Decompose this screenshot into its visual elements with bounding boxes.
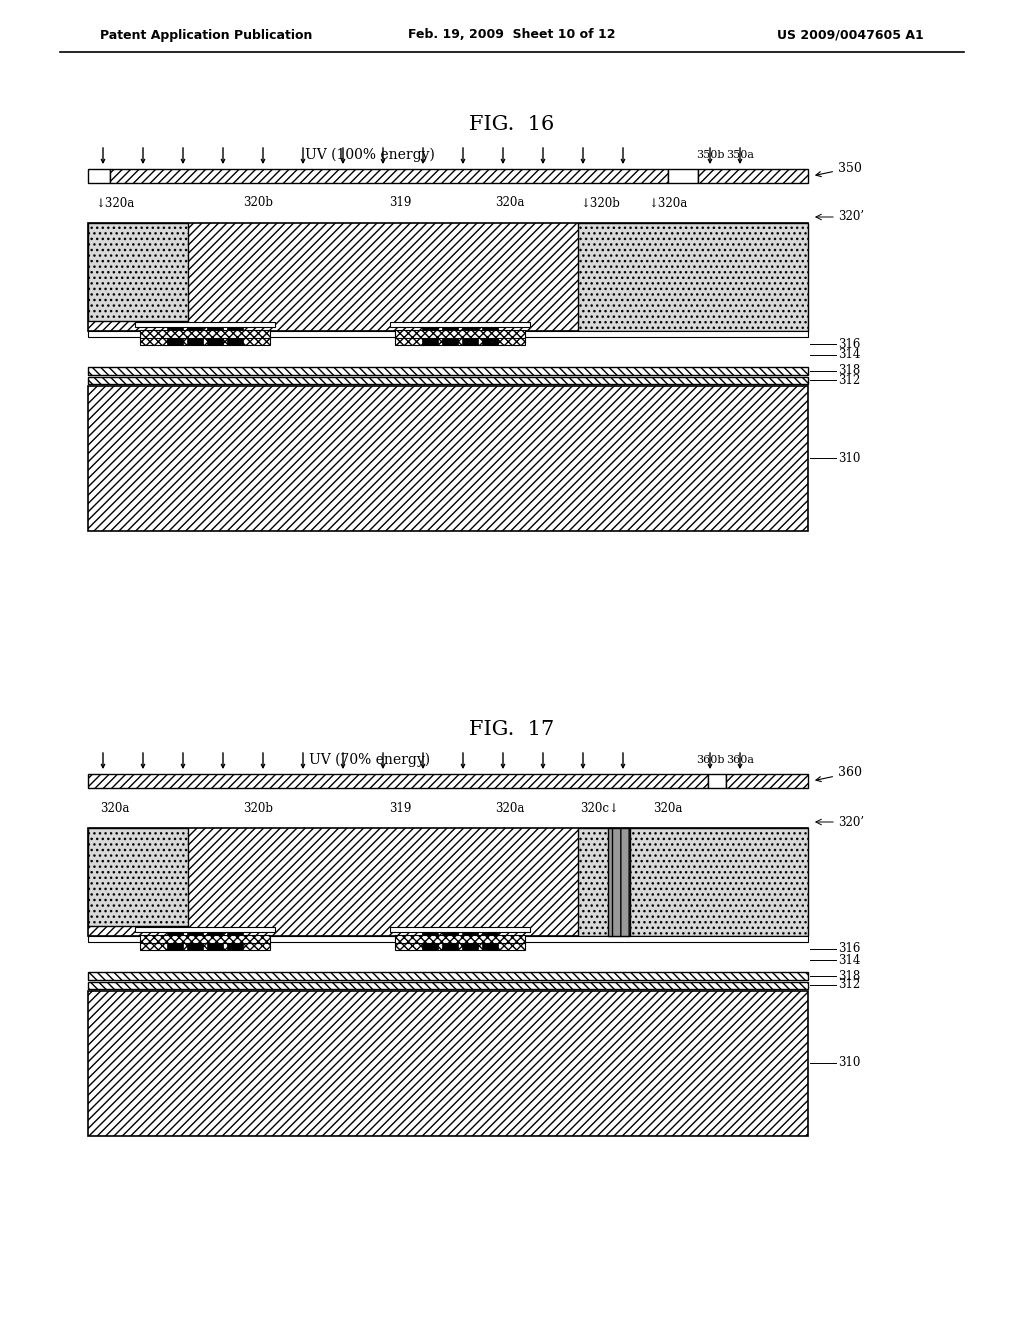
Text: 350b: 350b — [695, 150, 724, 160]
Text: 320’: 320’ — [838, 816, 864, 829]
Bar — [422, 323, 438, 345]
Text: 319: 319 — [389, 197, 412, 210]
Bar — [207, 323, 223, 345]
Bar — [442, 323, 458, 345]
Text: 320a: 320a — [653, 801, 683, 814]
Text: ↓320b: ↓320b — [580, 197, 620, 210]
Text: 350a: 350a — [726, 150, 754, 160]
Bar — [708, 774, 726, 788]
Text: 314: 314 — [838, 348, 860, 362]
Bar — [442, 928, 458, 950]
Bar — [88, 385, 808, 531]
Text: 316: 316 — [838, 942, 860, 956]
Bar — [395, 942, 525, 950]
Bar — [167, 323, 183, 345]
Text: 318: 318 — [838, 969, 860, 982]
Text: US 2009/0047605 A1: US 2009/0047605 A1 — [777, 29, 924, 41]
Bar — [88, 828, 188, 927]
Bar — [88, 972, 808, 979]
Text: UV (70% energy): UV (70% energy) — [309, 752, 430, 767]
Bar — [227, 323, 243, 345]
Text: Patent Application Publication: Patent Application Publication — [100, 29, 312, 41]
Text: 320a: 320a — [496, 197, 524, 210]
Bar — [88, 169, 110, 183]
Text: 360: 360 — [816, 767, 862, 781]
Text: 360b: 360b — [695, 755, 724, 766]
Bar — [88, 828, 808, 936]
Text: 319: 319 — [389, 801, 412, 814]
Text: 310: 310 — [838, 1056, 860, 1069]
Bar — [135, 322, 275, 327]
Bar — [140, 935, 270, 942]
Bar — [207, 928, 223, 950]
Bar — [608, 828, 630, 936]
Text: 320c↓: 320c↓ — [581, 801, 620, 814]
Text: 316: 316 — [838, 338, 860, 351]
Bar — [482, 928, 498, 950]
Text: FIG.  17: FIG. 17 — [469, 719, 555, 739]
Text: UV (100% energy): UV (100% energy) — [305, 148, 435, 162]
Text: 320a: 320a — [100, 801, 130, 814]
Text: 310: 310 — [838, 451, 860, 465]
Bar — [88, 331, 808, 337]
Bar — [698, 169, 808, 183]
Text: 314: 314 — [838, 953, 860, 966]
Bar — [135, 927, 275, 932]
Text: ↓320a: ↓320a — [648, 197, 688, 210]
Bar — [227, 928, 243, 950]
Bar — [395, 935, 525, 942]
Bar — [422, 928, 438, 950]
Bar — [668, 169, 698, 183]
Bar — [88, 223, 808, 331]
Bar — [140, 337, 270, 345]
Bar — [88, 774, 708, 788]
Bar — [88, 367, 808, 375]
Bar — [462, 323, 478, 345]
Bar — [88, 982, 808, 989]
Bar — [390, 927, 530, 932]
Bar — [395, 337, 525, 345]
Text: 320b: 320b — [243, 801, 273, 814]
Text: 320b: 320b — [243, 197, 273, 210]
Bar — [395, 330, 525, 338]
Text: 320’: 320’ — [838, 210, 864, 223]
Text: Feb. 19, 2009  Sheet 10 of 12: Feb. 19, 2009 Sheet 10 of 12 — [409, 29, 615, 41]
Bar — [482, 323, 498, 345]
Bar — [88, 991, 808, 1137]
Bar — [88, 223, 188, 321]
Bar — [110, 169, 668, 183]
Bar — [88, 378, 808, 384]
Bar — [390, 322, 530, 327]
Text: FIG.  16: FIG. 16 — [469, 115, 555, 135]
Bar — [140, 942, 270, 950]
Bar — [88, 936, 808, 942]
Bar — [578, 223, 808, 331]
Bar — [187, 928, 203, 950]
Bar — [167, 928, 183, 950]
Text: 312: 312 — [838, 978, 860, 991]
Text: 320a: 320a — [496, 801, 524, 814]
Text: 360a: 360a — [726, 755, 754, 766]
Bar — [462, 928, 478, 950]
Text: ↓320a: ↓320a — [95, 197, 134, 210]
Bar — [187, 323, 203, 345]
Bar — [140, 330, 270, 338]
Text: 350: 350 — [816, 161, 862, 177]
Bar — [578, 828, 808, 936]
Text: 312: 312 — [838, 374, 860, 387]
Text: 318: 318 — [838, 364, 860, 378]
Bar — [726, 774, 808, 788]
